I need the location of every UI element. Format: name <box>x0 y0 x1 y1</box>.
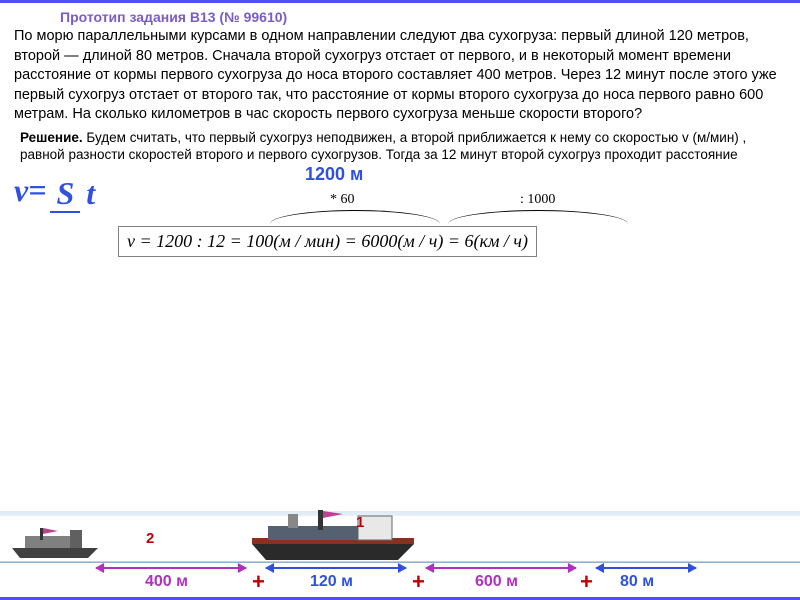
plus-sign: + <box>252 569 265 595</box>
formula-lhs: v= <box>14 172 46 208</box>
fraction-num: S <box>50 175 80 213</box>
plus-sign: + <box>580 569 593 595</box>
fraction: St <box>50 175 101 212</box>
slide: Прототип задания B13 (№ 99610) По морю п… <box>0 0 800 600</box>
distance-segment <box>266 567 406 569</box>
task-header: Прототип задания B13 (№ 99610) <box>0 3 800 27</box>
ship-2-icon <box>10 526 100 560</box>
arc-1 <box>270 210 440 224</box>
multiply-note: * 60 <box>330 192 355 208</box>
formula-area: v=St 1200 м * 60 : 1000 v = 1200 : 12 = … <box>0 164 800 284</box>
ship-1-icon <box>248 508 418 562</box>
solution-body: Будем считать, что первый сухогруз непод… <box>20 130 746 163</box>
distance-segment <box>596 567 696 569</box>
plus-sign: + <box>412 569 425 595</box>
ship-1-label: 1 <box>356 514 364 531</box>
arc-2 <box>448 210 628 224</box>
distance-label: 400 м <box>145 573 188 591</box>
calculation: v = 1200 : 12 = 100(м / мин) = 6000(м / … <box>118 226 537 257</box>
total-distance: 1200 м <box>305 164 363 185</box>
fraction-den: t <box>80 175 101 211</box>
problem-text: По морю параллельными курсами в одном на… <box>0 27 800 125</box>
velocity-formula: v=St <box>14 172 101 212</box>
divide-note: : 1000 <box>520 192 555 208</box>
distance-segment <box>426 567 576 569</box>
distance-segment <box>96 567 246 569</box>
solution-label: Решение. <box>20 130 83 145</box>
distance-label: 600 м <box>475 573 518 591</box>
ship-2-label: 2 <box>146 530 154 547</box>
distance-label: 120 м <box>310 573 353 591</box>
solution-text: Решение. Будем считать, что первый сухог… <box>0 125 800 164</box>
diagram: 2 1 400 м 120 м 600 м 80 м + + + <box>0 464 800 594</box>
distance-label: 80 м <box>620 573 654 591</box>
